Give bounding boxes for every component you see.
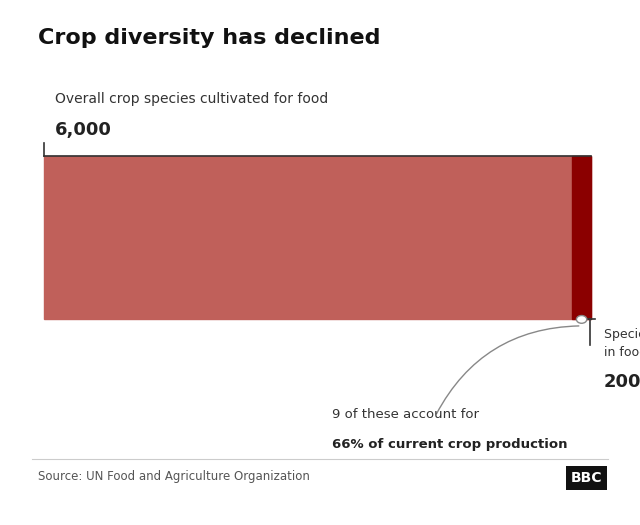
Text: Source: UN Food and Agriculture Organization: Source: UN Food and Agriculture Organiza…: [38, 470, 310, 483]
Text: 66% of current crop production: 66% of current crop production: [332, 438, 567, 451]
Bar: [44, 156, 591, 319]
Text: BBC: BBC: [571, 471, 602, 485]
Text: Species currently used
in food production: Species currently used in food productio…: [604, 328, 640, 359]
Text: Overall crop species cultivated for food: Overall crop species cultivated for food: [55, 92, 328, 106]
Text: 6,000: 6,000: [55, 121, 112, 139]
Circle shape: [577, 316, 587, 323]
Text: Crop diversity has declined: Crop diversity has declined: [38, 28, 380, 48]
Bar: [573, 156, 591, 319]
Text: 200: 200: [604, 373, 640, 391]
Text: 9 of these account for: 9 of these account for: [332, 408, 479, 421]
